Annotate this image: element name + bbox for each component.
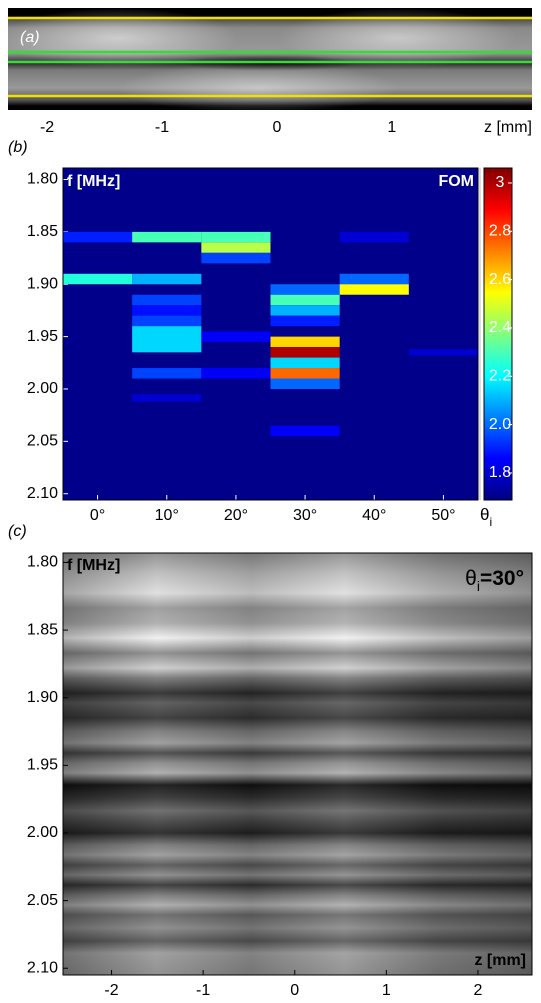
heatmap-cell: [132, 394, 202, 402]
panel-a-image: [8, 8, 532, 110]
y-tick-label: 2.10: [27, 959, 58, 976]
heatmap-cell: [339, 231, 409, 243]
heatmap-cell: [270, 284, 340, 295]
heatmap-cell: [201, 331, 271, 342]
colorbar: [483, 167, 513, 501]
plot-frame: [62, 167, 479, 501]
heatmap-cell: [270, 294, 340, 306]
x-tick-label: 40°: [362, 507, 386, 524]
x-tick-label: 1: [382, 982, 391, 999]
x-axis-label: θi: [480, 505, 492, 529]
y-tick-label: 1.80: [27, 554, 58, 571]
heatmap-cell: [201, 231, 271, 243]
y-tick-label: 1.95: [27, 328, 58, 345]
plot-frame: [62, 552, 533, 976]
heatmap-cell: [270, 425, 340, 437]
heatmap-cell: [201, 368, 271, 379]
panel-label: (a): [20, 29, 40, 46]
x-axis-subscript: i: [489, 515, 492, 529]
heatmap-cell: [270, 368, 340, 379]
x-tick-label: 2: [474, 982, 483, 999]
x-tick-label: 0°: [90, 507, 105, 524]
heatmap-cell: [63, 231, 133, 243]
heatmap-cell: [201, 252, 271, 264]
y-axis-label: f [MHz]: [67, 173, 120, 190]
heatmap-cell: [132, 294, 202, 306]
x-tick-label: 20°: [224, 507, 248, 524]
colorbar-tick-label: 2.2: [489, 368, 511, 385]
annotation-symbol: θ: [465, 567, 477, 590]
heatmap-cell: [339, 284, 409, 295]
heatmap-cell: [270, 347, 340, 358]
panel-label: (b): [8, 139, 28, 156]
heatmap-cell: [63, 273, 133, 285]
x-axis-label: z [mm]: [484, 119, 532, 136]
colorbar-tick-label: 3: [496, 174, 505, 191]
heatmap-cell: [408, 349, 478, 356]
x-tick-label: 1: [387, 119, 396, 136]
heatmap-cell: [270, 357, 340, 369]
x-tick-label: 0: [290, 982, 299, 999]
x-tick-label: 0: [272, 119, 281, 136]
y-axis-label: f [MHz]: [67, 557, 120, 574]
heatmap-cell: [339, 273, 409, 285]
y-tick-label: 2.05: [27, 433, 58, 450]
x-tick-label: 30°: [293, 507, 317, 524]
annotation: θi=30°: [465, 567, 524, 594]
x-axis-label: z [mm]: [474, 952, 526, 969]
heatmap-cell: [132, 368, 202, 379]
heatmap-cell: [132, 326, 202, 353]
panel-c-image: [63, 553, 532, 975]
x-tick-label: 10°: [155, 507, 179, 524]
annotation-subscript: i: [477, 578, 480, 594]
heatmap-cell: [270, 378, 340, 389]
heatmap-cell: [270, 336, 340, 348]
x-tick-label: -2: [104, 982, 118, 999]
y-tick-label: 1.85: [27, 223, 58, 240]
y-tick-label: 1.80: [27, 171, 58, 188]
y-tick-label: 2.05: [27, 892, 58, 909]
colorbar-tick-label: 2.0: [489, 416, 511, 433]
x-tick-label: -1: [196, 982, 210, 999]
y-tick-label: 2.00: [27, 824, 58, 841]
y-tick-label: 1.90: [27, 275, 58, 292]
colorbar-tick-label: 2.8: [489, 223, 511, 240]
x-tick-label: 50°: [431, 507, 455, 524]
y-tick-label: 1.90: [27, 689, 58, 706]
annotation-text: =30°: [480, 567, 524, 590]
x-tick-label: -2: [40, 119, 54, 136]
y-tick-label: 2.10: [27, 485, 58, 502]
colorbar-tick-label: 2.6: [489, 271, 511, 288]
y-tick-label: 1.95: [27, 757, 58, 774]
y-tick-label: 1.85: [27, 621, 58, 638]
heatmap-cell: [201, 242, 271, 253]
panel-label: (c): [8, 523, 27, 540]
heatmap-cell: [132, 315, 202, 327]
y-tick-label: 2.00: [27, 380, 58, 397]
colorbar-tick-label: 1.8: [489, 464, 511, 481]
x-tick-label: -1: [155, 119, 169, 136]
heatmap-cell: [270, 305, 340, 316]
colorbar-tick-label: 2.4: [489, 319, 511, 336]
heatmap-cell: [132, 305, 202, 316]
colorbar-label: FOM: [438, 173, 474, 190]
heatmap-cell: [132, 273, 202, 285]
heatmap-cell: [270, 315, 340, 327]
heatmap-cell: [132, 231, 202, 243]
x-axis-symbol: θ: [480, 505, 489, 524]
